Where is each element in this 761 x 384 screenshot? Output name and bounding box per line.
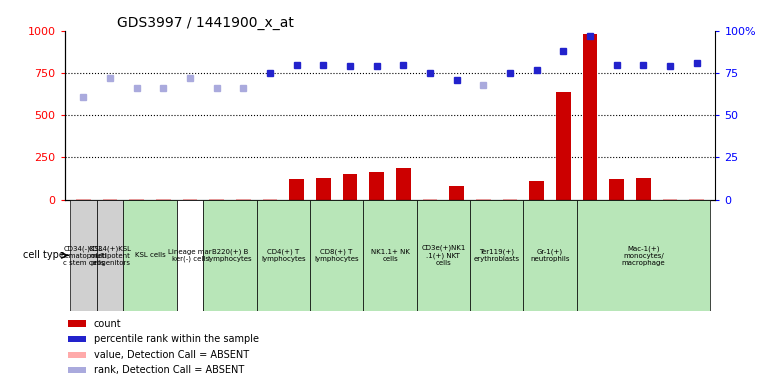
- Text: GDS3997 / 1441900_x_at: GDS3997 / 1441900_x_at: [116, 16, 294, 30]
- Bar: [524, 200, 577, 311]
- Bar: [68, 320, 86, 327]
- Bar: [183, 199, 197, 200]
- Text: CD8(+) T
lymphocytes: CD8(+) T lymphocytes: [314, 248, 359, 262]
- Bar: [530, 181, 544, 200]
- Text: cell type: cell type: [24, 250, 65, 260]
- Bar: [417, 200, 470, 311]
- Bar: [470, 200, 524, 311]
- Text: Gr-1(+)
neutrophils: Gr-1(+) neutrophils: [530, 248, 570, 262]
- Bar: [103, 199, 117, 200]
- Bar: [236, 199, 250, 200]
- Bar: [342, 174, 358, 200]
- Bar: [70, 200, 97, 311]
- Text: B220(+) B
lymphocytes: B220(+) B lymphocytes: [208, 248, 253, 262]
- Bar: [369, 172, 384, 200]
- Bar: [577, 200, 710, 311]
- Text: CD34(-)KSL
hematopoieti
c stem cells: CD34(-)KSL hematopoieti c stem cells: [60, 245, 107, 266]
- Text: Ter119(+)
erythroblasts: Ter119(+) erythroblasts: [473, 248, 520, 262]
- Text: Lineage mar
ker(-) cells: Lineage mar ker(-) cells: [168, 248, 212, 262]
- Bar: [396, 167, 411, 200]
- Bar: [156, 199, 170, 200]
- Bar: [663, 199, 677, 200]
- Bar: [363, 200, 417, 311]
- Bar: [449, 186, 464, 200]
- Bar: [76, 199, 91, 200]
- Bar: [263, 199, 277, 200]
- Bar: [289, 179, 304, 200]
- Text: CD4(+) T
lymphocytes: CD4(+) T lymphocytes: [261, 248, 306, 262]
- Text: NK1.1+ NK
cells: NK1.1+ NK cells: [371, 249, 409, 262]
- Text: percentile rank within the sample: percentile rank within the sample: [94, 334, 259, 344]
- Bar: [689, 199, 704, 200]
- Bar: [129, 199, 144, 200]
- Text: KSL cells: KSL cells: [135, 252, 165, 258]
- Bar: [203, 200, 256, 311]
- Bar: [68, 367, 86, 373]
- Text: rank, Detection Call = ABSENT: rank, Detection Call = ABSENT: [94, 365, 244, 375]
- Bar: [503, 199, 517, 200]
- Bar: [68, 336, 86, 342]
- Bar: [556, 91, 571, 200]
- Bar: [97, 200, 123, 311]
- Text: CD34(+)KSL
multipotent
progenitors: CD34(+)KSL multipotent progenitors: [88, 245, 132, 266]
- Bar: [256, 200, 310, 311]
- Text: count: count: [94, 318, 122, 329]
- Bar: [476, 199, 491, 200]
- Text: CD3e(+)NK1
.1(+) NKT
cells: CD3e(+)NK1 .1(+) NKT cells: [421, 245, 466, 266]
- Bar: [209, 199, 224, 200]
- Bar: [68, 351, 86, 358]
- Bar: [123, 200, 177, 311]
- Text: Mac-1(+)
monocytes/
macrophage: Mac-1(+) monocytes/ macrophage: [622, 245, 665, 266]
- Bar: [583, 34, 597, 200]
- Bar: [422, 199, 438, 200]
- Bar: [610, 179, 624, 200]
- Bar: [316, 178, 331, 200]
- Bar: [310, 200, 363, 311]
- Text: value, Detection Call = ABSENT: value, Detection Call = ABSENT: [94, 349, 249, 360]
- Bar: [636, 178, 651, 200]
- Bar: [177, 200, 203, 311]
